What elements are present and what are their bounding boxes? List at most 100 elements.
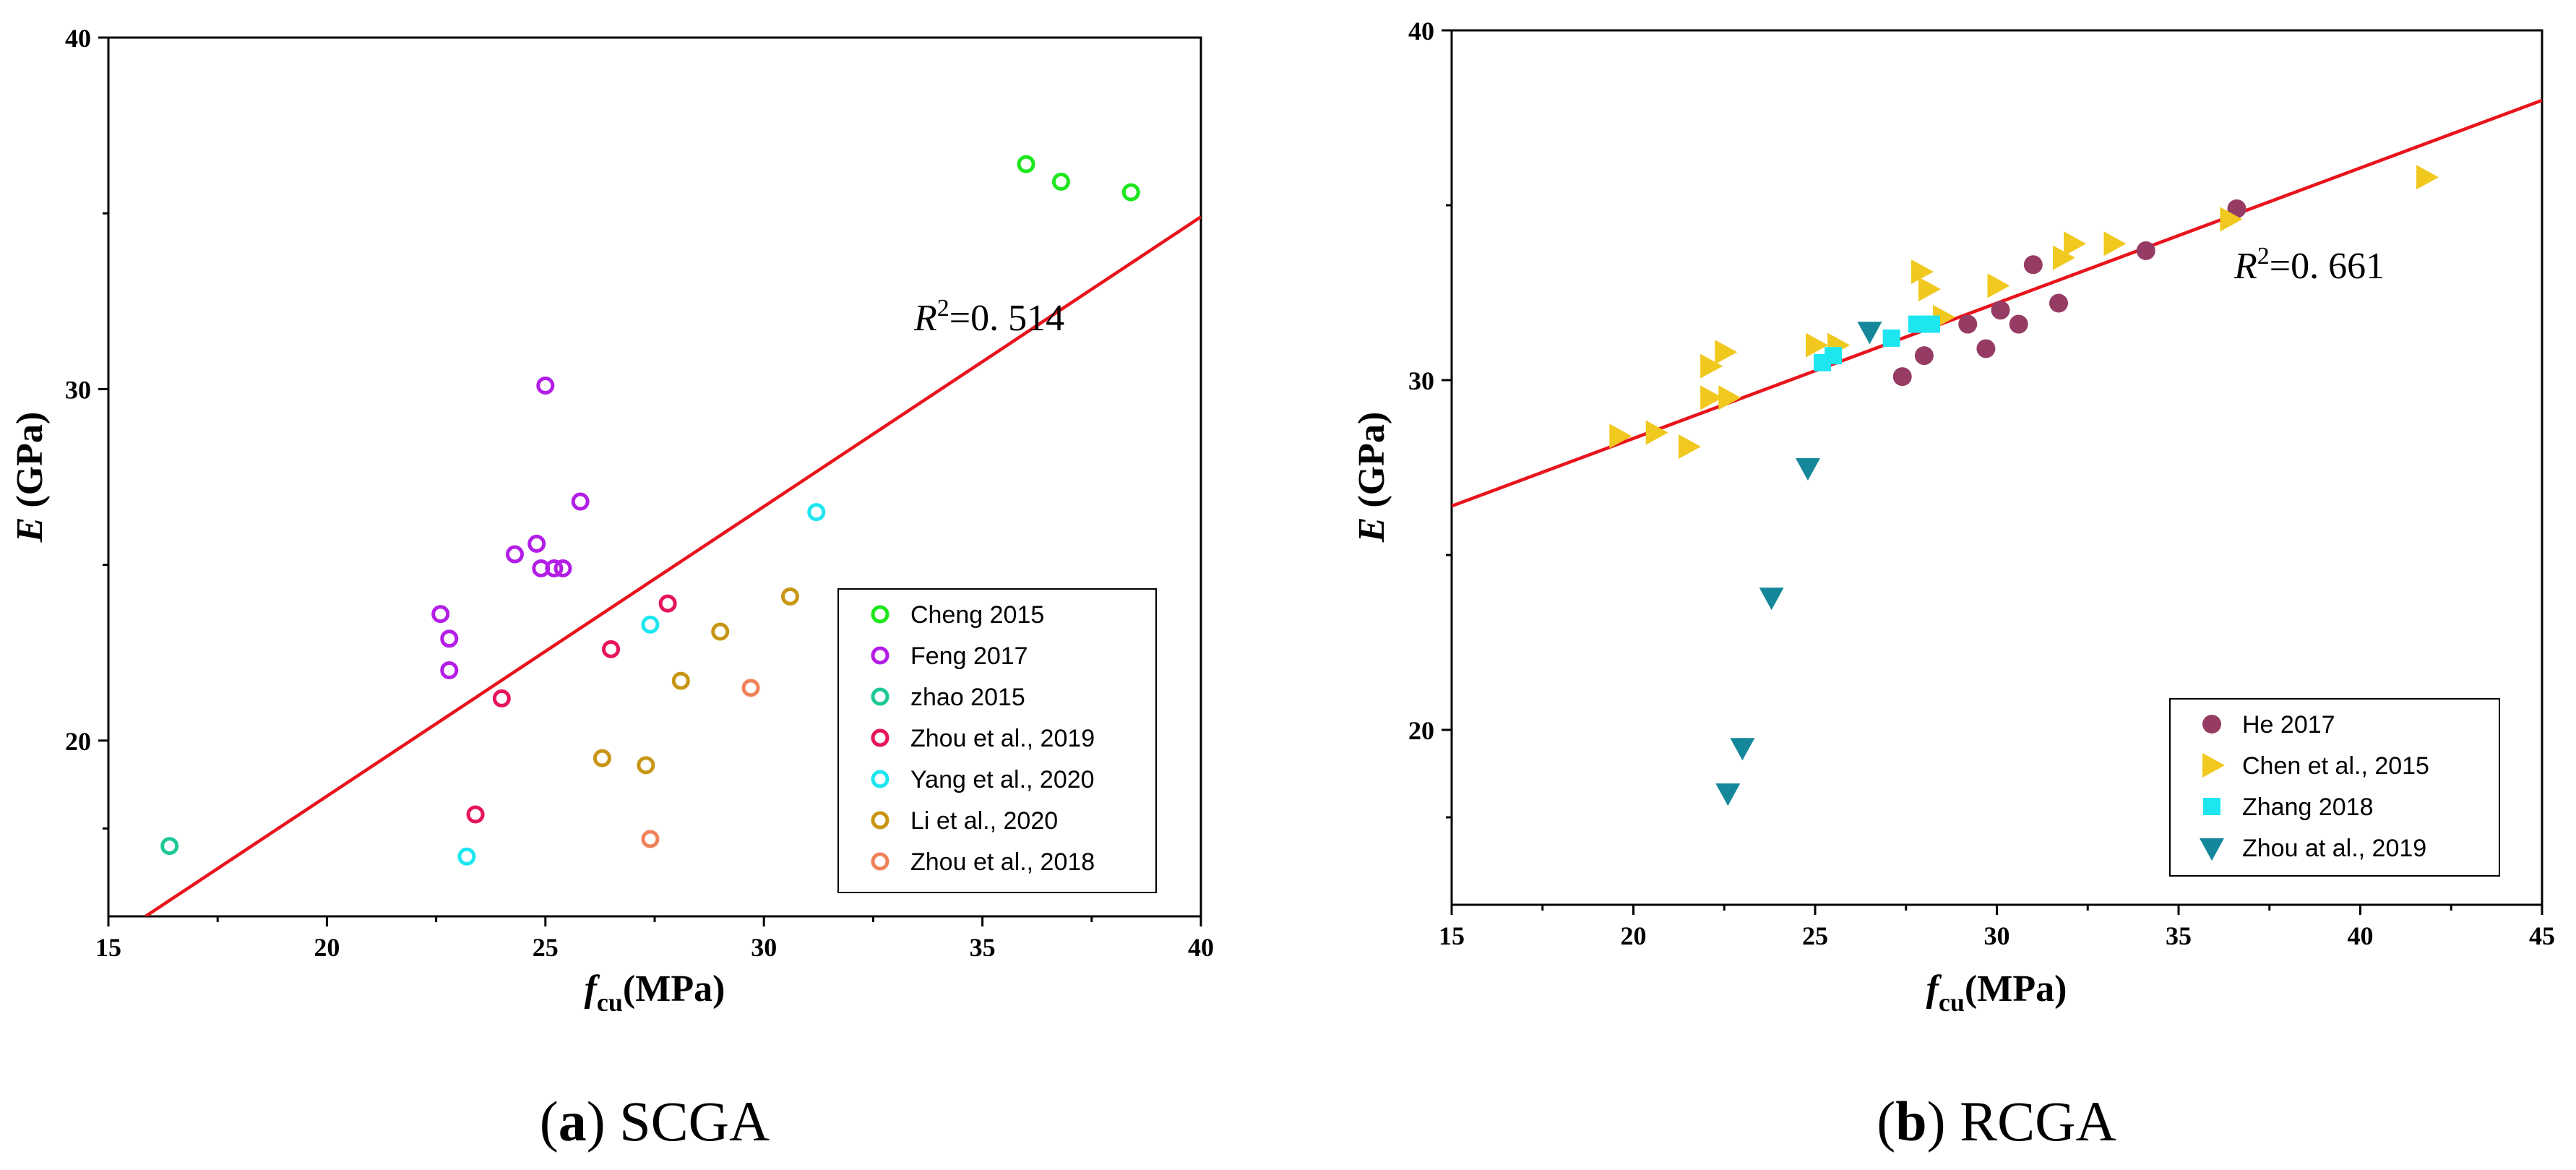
data-point [440,629,459,648]
legend: He 2017 Chen et al., 2015 Zhang 2018 Zhou a… [2169,698,2500,877]
data-point [1645,420,1668,445]
data-point [2049,293,2069,313]
data-point [1700,353,1723,379]
legend-label: Li et al., 2020 [910,807,1058,835]
legend-marker [871,687,889,706]
data-point [658,594,677,613]
data-point [1911,259,1934,284]
r-squared-annotation: R2=0. 514 [913,295,1064,339]
data-point [1715,783,1741,806]
data-point [2227,199,2247,218]
data-point [1806,332,1828,358]
data-point [637,756,655,775]
y-tick-label: 20 [1408,716,1434,745]
caption-letter: b [1895,1090,1926,1153]
data-point [1914,346,1934,366]
data-point [1718,385,1741,410]
series-chen-et-al-2015 [1609,165,2439,459]
data-point [641,830,660,848]
data-point [466,805,485,824]
caption-open-paren: ( [1877,1090,1895,1153]
legend-marker [871,728,889,747]
data-point [545,559,564,577]
x-tick-label: 30 [1984,921,2010,950]
data-point [1922,315,1940,333]
data-point [1017,155,1035,173]
r-squared-value: =0. 661 [2270,246,2385,287]
data-point [780,587,799,606]
legend-marker [2200,838,2224,861]
data-point [492,689,511,707]
y-axis-label-unit: (GPa) [1351,412,1392,517]
series-feng-2017 [431,377,590,680]
x-axis-label-subscript: cu [1939,988,1965,1017]
data-point [641,615,660,634]
series-zhou-et-al-2019 [466,594,677,824]
x-tick-label: 35 [970,933,996,962]
data-point [1857,322,1882,345]
data-point [1991,301,2010,320]
caption-open-paren: ( [540,1090,559,1153]
data-point [1121,183,1140,202]
data-point [1814,353,1832,371]
caption-text: SCGA [619,1090,770,1153]
data-point [1987,273,2010,298]
series-zhou-et-al-2018 [641,679,760,848]
data-point [2220,207,2243,232]
data-point [807,503,826,522]
data-point [571,492,590,511]
legend-label: Zhou at al., 2019 [2242,835,2426,862]
data-point [2416,165,2439,190]
data-point [2064,231,2087,257]
legend-label: Cheng 2015 [910,601,1044,629]
y-axis-label: E (GPa) [1351,412,1392,543]
legend-marker [2202,753,2225,778]
legend-marker [871,605,889,624]
legend: Cheng 2015 Feng 2017 zhao 2015 Zhou et al.,… [837,588,1157,893]
y-axis-label-main: E [1351,517,1392,543]
x-axis-label-unit: (MPa) [623,968,725,1010]
x-axis-label-main: f [1926,968,1942,1010]
data-point [1700,385,1723,410]
legend-label: Chen et al., 2015 [2242,752,2429,780]
data-point [1715,340,1738,365]
series-li-et-al-2020 [593,587,799,775]
data-point [527,534,546,553]
x-tick-label: 40 [1188,933,1214,962]
x-tick-label: 15 [1439,921,1465,950]
legend-marker [871,852,889,871]
panel-a-scga: 15 20 25 30 35 40 20 30 40 R2=0. 514 Cheng 2015 Fen… [9,24,1214,1153]
data-point [602,640,621,658]
y-tick-label: 40 [65,24,91,53]
data-point [671,671,690,690]
r-squared-exponent: 2 [937,295,949,322]
series-zhou-at-al-2019 [1715,322,1882,806]
series-zhao-2015 [160,837,179,856]
data-point [160,837,179,856]
data-point [2053,245,2076,270]
caption-close-paren: ) [1927,1090,1960,1153]
data-point [440,661,459,680]
panel-b-rcga: 15 20 25 30 35 40 45 20 30 40 R2=0. 661 He 2017 Chen… [1351,17,2555,1153]
caption-close-paren: ) [587,1090,619,1153]
data-point [553,559,572,577]
x-axis-label-unit: (MPa) [1965,968,2067,1010]
y-tick-label: 30 [65,375,91,404]
r-squared-annotation: R2=0. 661 [2233,243,2385,287]
legend-label: Zhou et al., 2019 [910,725,1095,752]
x-axis-label: fcu(MPa) [585,968,725,1017]
panel-caption: (b) RCGA [1877,1090,2116,1153]
legend-marker [871,811,889,830]
data-point [741,679,760,697]
fit-line [145,215,1201,916]
legend-marker [2203,798,2220,815]
y-axis-label-main: E [9,517,51,543]
data-point [2103,231,2127,257]
panel-caption: (a) SCGA [540,1090,770,1153]
data-point [2009,314,2028,334]
legend-label: zhao 2015 [910,684,1025,711]
data-point [593,749,611,767]
data-point [2023,255,2043,275]
y-axis-label-unit: (GPa) [9,412,51,517]
